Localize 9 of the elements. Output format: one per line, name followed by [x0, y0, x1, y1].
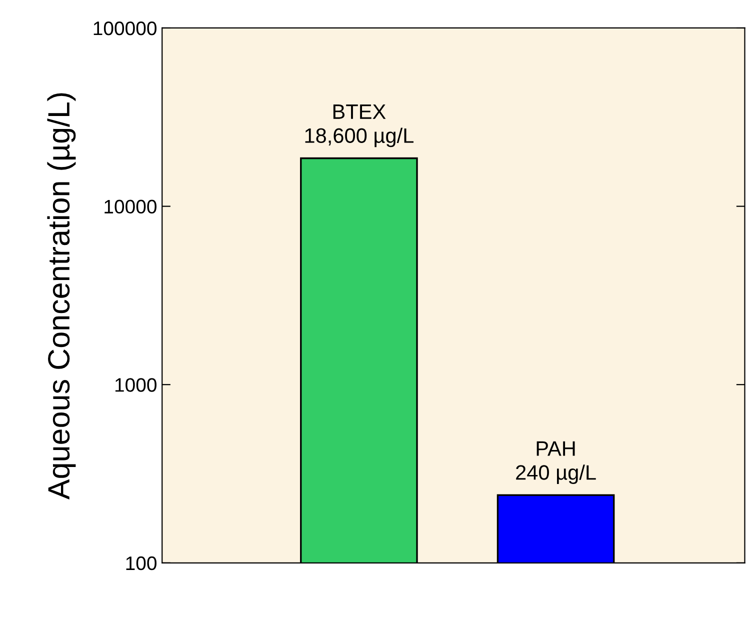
y-tick-label: 100 — [126, 556, 156, 570]
y-tick-label: 1000 — [115, 378, 156, 392]
y-axis-title: Aqueous Concentration (µg/L) — [47, 93, 76, 500]
x-tick-label: BTEX — [333, 104, 386, 119]
data-label: 240 µg/L — [516, 464, 596, 484]
y-tick-label: 10000 — [104, 200, 156, 214]
x-tick-label: PAH — [536, 441, 575, 456]
data-label: 18,600 µg/L — [305, 128, 414, 148]
y-tick-label: 100000 — [94, 21, 156, 36]
